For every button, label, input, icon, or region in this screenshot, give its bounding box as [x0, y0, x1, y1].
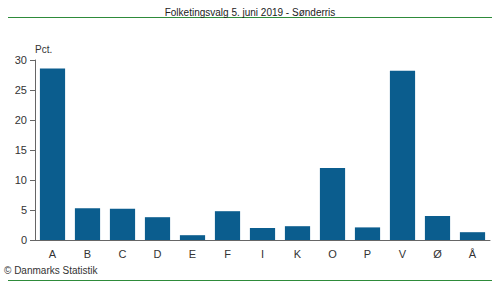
svg-text:30: 30 [15, 54, 27, 66]
svg-text:A: A [49, 248, 57, 260]
svg-text:Folketingsvalg 5. juni 2019 -: Folketingsvalg 5. juni 2019 - Sønderris [165, 7, 336, 18]
svg-text:C: C [119, 248, 127, 260]
svg-text:F: F [224, 248, 231, 260]
svg-text:E: E [189, 248, 196, 260]
svg-text:K: K [294, 248, 302, 260]
svg-text:© Danmarks Statistik: © Danmarks Statistik [4, 265, 99, 276]
svg-text:10: 10 [15, 174, 27, 186]
svg-text:D: D [154, 248, 162, 260]
svg-text:Pct.: Pct. [35, 44, 52, 55]
svg-text:Å: Å [469, 248, 477, 260]
svg-text:5: 5 [21, 204, 27, 216]
svg-text:O: O [328, 248, 337, 260]
svg-text:25: 25 [15, 84, 27, 96]
svg-text:0: 0 [21, 234, 27, 246]
svg-text:Ø: Ø [433, 248, 442, 260]
svg-text:P: P [364, 248, 371, 260]
svg-text:15: 15 [15, 144, 27, 156]
svg-text:I: I [261, 248, 264, 260]
svg-text:V: V [399, 248, 407, 260]
svg-text:20: 20 [15, 114, 27, 126]
svg-text:B: B [84, 248, 91, 260]
